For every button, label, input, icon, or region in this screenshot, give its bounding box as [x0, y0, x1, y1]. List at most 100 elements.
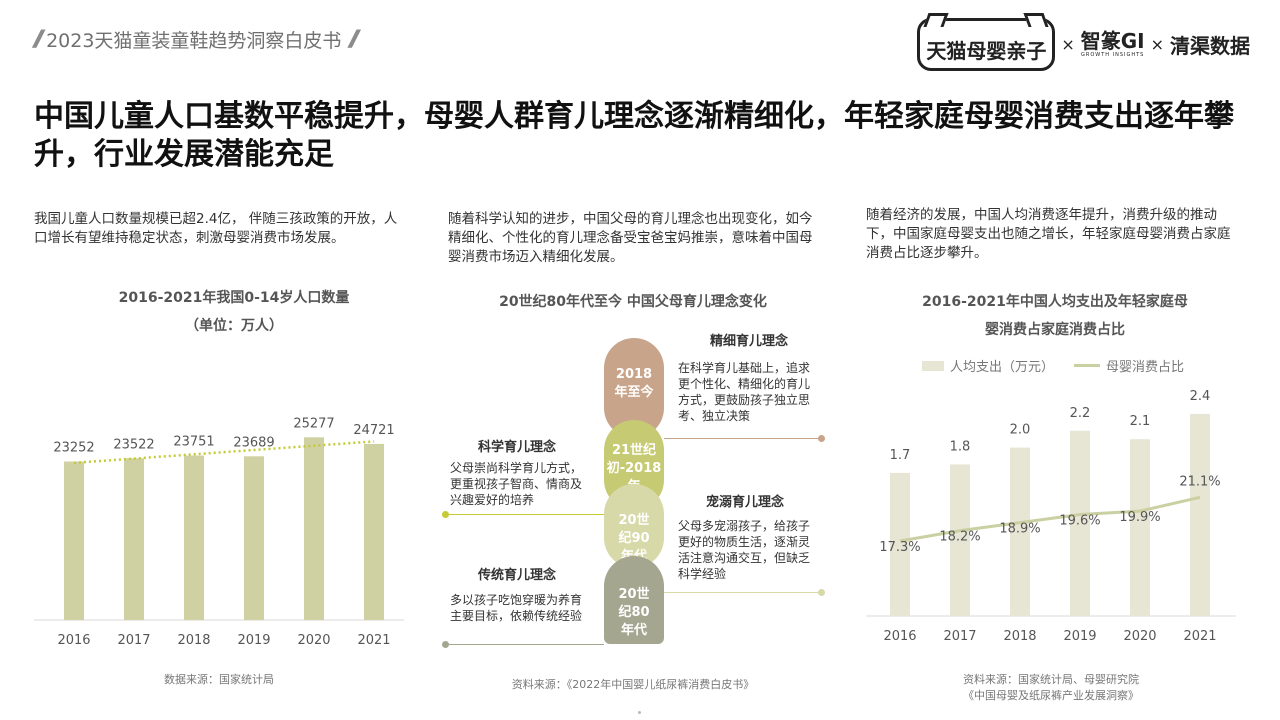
population-source: 数据来源：国家统计局	[164, 673, 274, 686]
population-value-label: 24721	[353, 423, 394, 438]
spending-value-label: 1.7	[890, 448, 911, 463]
share-value-label: 17.3%	[879, 540, 920, 555]
spending-bar-2019	[1070, 430, 1090, 616]
x-tick-label: 2017	[943, 629, 976, 644]
page-headline: 中国儿童人口基数平稳提升，母婴人群育儿理念逐渐精细化，年轻家庭母婴消费支出逐年攀…	[34, 99, 1234, 172]
population-value-label: 23522	[113, 437, 154, 452]
stage-title-fine: 精细育儿理念	[710, 334, 789, 349]
legend-bar-swatch	[922, 360, 944, 371]
legend-line-swatch	[1074, 364, 1100, 367]
population-chart-title-line1: 2016-2021年我国0-14岁人口数量	[118, 290, 350, 306]
zhiji-logo-text: 智篆GI	[1080, 29, 1145, 53]
tmall-logo: 天猫母婴亲子	[917, 13, 1056, 71]
stage-pill-2018-label: 2018年至今	[614, 367, 654, 400]
share-value-label: 18.2%	[939, 530, 980, 545]
spending-value-label: 1.8	[950, 439, 971, 454]
report-title: 2023天猫童装童鞋趋势洞察白皮书	[46, 30, 342, 52]
stage-desc-doting: 父母多宠溺孩子，给孩子更好的物质生活，逐渐灵活注意沟通交互，但缺乏科学经验	[678, 519, 811, 581]
slash-decoration-left: //	[34, 27, 44, 52]
spending-bar-2018	[1010, 447, 1030, 616]
spending-source-line1: 资料来源：国家统计局、母婴研究院	[963, 673, 1139, 686]
spending-chart-title-line2: 婴消费占家庭消费占比	[985, 322, 1125, 338]
share-value-label: 19.6%	[1059, 514, 1100, 529]
spending-value-label: 2.4	[1190, 389, 1211, 404]
stage-title-doting: 宠溺育儿理念	[706, 495, 785, 510]
page-indicator-dot	[638, 711, 641, 714]
x-tick-label: 2018	[177, 633, 210, 648]
connector-scientific	[446, 514, 604, 515]
spending-value-label: 2.0	[1010, 423, 1031, 438]
x-tick-label: 2016	[57, 633, 90, 648]
x-tick-label: 2021	[357, 633, 390, 648]
middle-description: 随着科学认知的进步，中国父母的育儿理念也出现变化，如今精细化、个性化的育儿理念备…	[448, 211, 813, 265]
zhiji-logo: 智篆GI GROWTH INSIGHTS	[1081, 31, 1145, 58]
stage-desc-traditional: 多以孩子吃饱穿暖为养育主要目标，依赖传统经验	[450, 593, 583, 623]
slash-decoration-right: //	[349, 27, 359, 52]
connector-dot-scientific	[442, 511, 449, 518]
partner-logos: 天猫母婴亲子 × 智篆GI GROWTH INSIGHTS × 清渠数据	[917, 13, 1250, 71]
population-bar-2021	[364, 443, 384, 620]
population-value-label: 23751	[173, 435, 214, 450]
legend-line-label: 母婴消费占比	[1106, 360, 1185, 375]
x-tick-label: 2019	[1063, 629, 1096, 644]
spending-bar-2017	[950, 464, 970, 616]
x-tick-label: 2017	[117, 633, 150, 648]
spending-value-label: 2.1	[1130, 414, 1151, 429]
legend-bar-label: 人均支出（万元）	[950, 360, 1055, 375]
x-tick-label: 2018	[1003, 629, 1036, 644]
share-line	[899, 495, 1201, 543]
legend-bar: 人均支出（万元）	[922, 356, 1054, 375]
population-bar-2018	[184, 455, 204, 620]
report-header: // 2023天猫童装童鞋趋势洞察白皮书 //	[34, 26, 360, 53]
tmall-logo-text: 天猫母婴亲子	[926, 39, 1047, 63]
connector-fine	[664, 438, 820, 439]
legend-line: 母婴消费占比	[1074, 356, 1184, 375]
population-value-label: 23252	[53, 441, 94, 456]
connector-doting	[664, 592, 820, 593]
parenting-source: 资料来源：《2022年中国婴儿纸尿裤消费白皮书》	[511, 678, 755, 691]
qingqu-logo: 清渠数据	[1170, 34, 1250, 58]
stage-desc-scientific: 父母崇尚科学育儿方式，更重视孩子智商、情商及兴趣爱好的培养	[450, 461, 583, 507]
right-description: 随着经济的发展，中国人均消费逐年提升，消费升级的推动下，中国家庭母婴支出也随之增…	[866, 207, 1231, 261]
spending-combo-chart: 1.7 2016 1.8 2017 2.0 2018 2.2 2019 2.1 2020 2.4 20…	[866, 389, 1236, 644]
spending-value-label: 2.2	[1070, 406, 1091, 421]
connector-dot-doting	[818, 589, 825, 596]
left-description: 我国儿童人口数量规模已超2.4亿， 伴随三孩政策的开放，人口增长有望维持稳定状态…	[34, 211, 398, 246]
times-sign: ×	[1061, 35, 1075, 54]
share-value-label: 19.9%	[1119, 510, 1160, 525]
spending-bar-2016	[890, 472, 910, 616]
stage-title-traditional: 传统育儿理念	[478, 568, 557, 583]
spending-bar-2020	[1130, 439, 1150, 616]
population-chart-title: 2016-2021年我国0-14岁人口数量 （单位：万人）	[34, 284, 434, 340]
x-tick-label: 2020	[1123, 629, 1156, 644]
spending-source-line2: 《中国母婴及纸尿裤产业发展洞察》	[963, 689, 1139, 702]
x-tick-label: 2021	[1183, 629, 1216, 644]
spending-chart-title: 2016-2021年中国人均支出及年轻家庭母 婴消费占家庭消费占比	[866, 288, 1244, 344]
population-bar-2019	[244, 456, 264, 620]
population-value-label: 23689	[233, 435, 274, 450]
spending-source: 资料来源：国家统计局、母婴研究院 《中国母婴及纸尿裤产业发展洞察》	[866, 672, 1236, 704]
population-bar-chart: 23252 2016 23522 2017 23751 2018 23689 2019 2527…	[34, 416, 404, 648]
share-value-label: 18.9%	[999, 522, 1040, 537]
spending-chart-title-line1: 2016-2021年中国人均支出及年轻家庭母	[922, 294, 1188, 310]
population-trendline	[73, 440, 375, 465]
population-bar-2016	[64, 461, 84, 620]
x-tick-label: 2019	[237, 633, 270, 648]
population-value-label: 25277	[293, 416, 334, 431]
zhiji-logo-sub: GROWTH INSIGHTS	[1080, 52, 1145, 58]
spending-bar-2021	[1190, 413, 1210, 616]
stage-pill-1980s-label: 20世纪80年代	[618, 587, 650, 638]
connector-dot-traditional	[442, 641, 449, 648]
x-tick-label: 2016	[883, 629, 916, 644]
population-bar-2017	[124, 458, 144, 620]
parenting-chart-title: 20世纪80年代至今 中国父母育儿理念变化	[499, 294, 767, 310]
connector-traditional	[446, 644, 604, 645]
stage-title-scientific: 科学育儿理念	[478, 440, 557, 455]
share-value-label: 21.1%	[1179, 474, 1220, 489]
population-bar-2020	[304, 437, 324, 620]
x-tick-label: 2020	[297, 633, 330, 648]
connector-dot-fine	[818, 435, 825, 442]
stage-desc-fine: 在科学育儿基础上，追求更个性化、精细化的育儿方式，更鼓励孩子独立思考、独立决策	[678, 361, 811, 423]
population-chart-unit: （单位：万人）	[185, 318, 283, 334]
times-sign: ×	[1150, 35, 1164, 54]
